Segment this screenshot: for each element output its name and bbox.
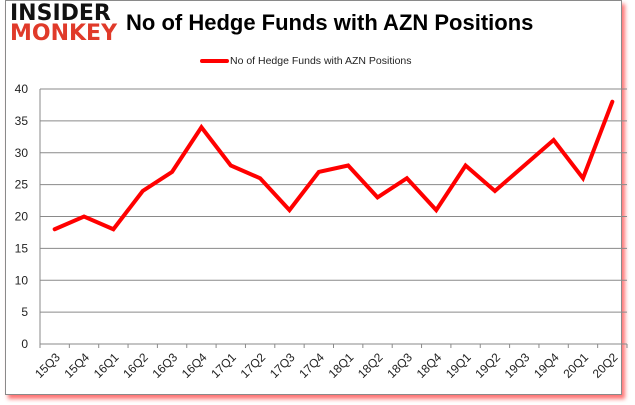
x-tick-label: 19Q2 [472,350,503,381]
legend-label: No of Hedge Funds with AZN Positions [230,55,412,67]
x-tick-label: 20Q1 [560,350,591,381]
y-tick-label: 35 [15,114,29,128]
x-tick-label: 15Q3 [32,350,63,381]
x-tick-label: 20Q2 [590,350,621,381]
y-tick-label: 25 [15,178,29,192]
y-tick-label: 40 [15,82,29,96]
y-tick-label: 20 [15,210,29,224]
x-tick-label: 18Q4 [414,350,445,381]
x-tick-label: 18Q3 [384,350,415,381]
logo-top-text: INSIDER [10,1,111,26]
x-tick-label: 17Q4 [296,350,327,381]
x-tick-label: 19Q1 [443,350,474,381]
y-tick-label: 0 [21,337,28,351]
chart-frame [5,0,622,395]
chart-legend: No of Hedge Funds with AZN Positions [200,55,412,67]
logo-bottom-text: MONKEY [10,21,118,46]
x-tick-label: 16Q1 [91,350,122,381]
y-tick-label: 30 [15,146,29,160]
x-tick-label: 17Q1 [208,350,239,381]
chart-title: No of Hedge Funds with AZN Positions [126,10,534,35]
x-tick-label: 16Q4 [179,350,210,381]
x-tick-label: 16Q2 [120,350,151,381]
x-tick-label: 15Q4 [61,350,92,381]
x-tick-label: 18Q1 [326,350,357,381]
y-tick-label: 5 [21,305,28,319]
series-line [52,99,615,232]
x-tick-label: 19Q4 [531,350,562,381]
x-tick-label: 17Q2 [238,350,269,381]
x-tick-label: 16Q3 [150,350,181,381]
y-tick-label: 15 [15,241,29,255]
x-tick-label: 19Q3 [502,350,533,381]
y-tick-label: 10 [15,273,29,287]
x-tick-label: 18Q2 [355,350,386,381]
insider-monkey-logo: INSIDER MONKEY [10,3,117,45]
legend-line-swatch-icon [200,59,229,63]
x-tick-label: 17Q3 [267,350,298,381]
